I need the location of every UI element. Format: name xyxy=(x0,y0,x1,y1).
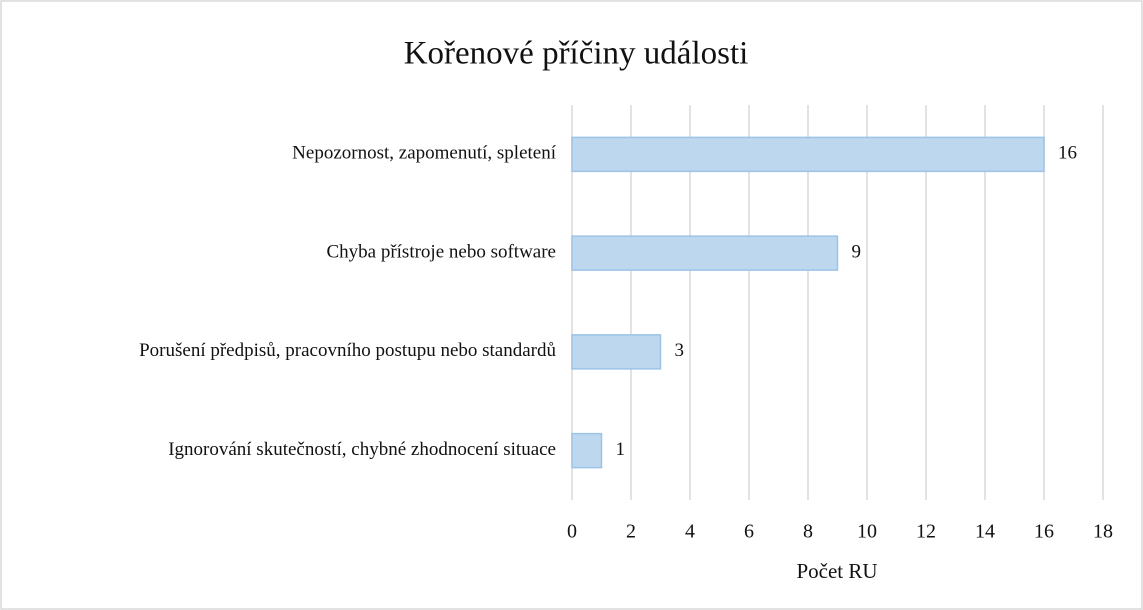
data-label: 1 xyxy=(616,439,626,460)
x-tick-label: 18 xyxy=(1093,521,1113,543)
bar xyxy=(571,432,603,469)
y-tick-label: Chyba přístroje nebo software xyxy=(326,241,556,262)
y-tick-label: Porušení předpisů, pracovního postupu ne… xyxy=(139,340,556,361)
bar xyxy=(571,334,662,370)
data-label: 3 xyxy=(675,340,685,361)
y-tick-label: Nepozornost, zapomenutí, spletení xyxy=(292,143,557,164)
x-tick-label: 4 xyxy=(685,521,695,543)
x-tick-label: 12 xyxy=(916,521,936,543)
x-tick-label: 2 xyxy=(626,521,636,543)
bar xyxy=(571,136,1045,173)
x-tick-label: 14 xyxy=(975,521,995,543)
data-label: 9 xyxy=(852,241,862,262)
chart-title: Kořenové příčiny události xyxy=(404,36,749,72)
x-axis-label: Počet RU xyxy=(796,559,877,583)
x-tick-label: 10 xyxy=(857,521,877,543)
data-label: 16 xyxy=(1058,143,1077,164)
x-tick-label: 0 xyxy=(567,521,577,543)
bar xyxy=(571,235,839,271)
x-tick-label: 16 xyxy=(1034,521,1054,543)
x-tick-label: 6 xyxy=(744,521,754,543)
x-tick-label: 8 xyxy=(803,521,813,543)
y-tick-label: Ignorování skutečností, chybné zhodnocen… xyxy=(168,439,556,460)
